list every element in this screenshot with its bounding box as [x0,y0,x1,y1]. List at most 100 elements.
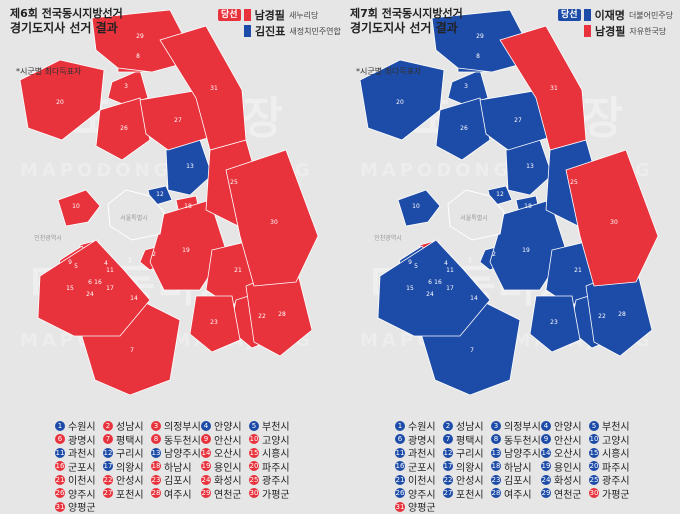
gyeonggi-map: 1234567891011121314151617181920212223242… [359,9,659,396]
region-number: 26 [460,125,468,132]
municipality-number: 25 [249,474,259,485]
municipality-name: 평택시 [456,435,484,447]
municipality-legend-item: 9 안산시 [201,432,242,447]
municipality-legend-item: 2 성남시 [103,418,144,433]
municipality-legend-item: 1 수원시 [395,418,436,433]
region-number: 21 [574,267,582,274]
municipality-legend-item: 12 구리시 [443,445,484,460]
municipality-number: 12 [443,447,453,458]
note-text: *시군별 최다득표자 [16,67,82,76]
region-number: 1 [128,257,132,264]
municipality-name: 과천시 [408,449,436,460]
seoul-label: 서울특별시 [460,214,488,222]
municipality-legend-item: 11 과천시 [395,445,436,460]
region-number: 7 [130,347,134,354]
region-number: 18 [184,203,192,210]
municipality-number: 27 [443,488,453,498]
municipality-number: 3 [151,420,161,431]
municipality-name: 구리시 [116,449,144,460]
municipality-name: 의왕시 [116,462,144,474]
municipality-name: 동두천시 [164,435,201,447]
region-27 [139,89,215,151]
municipality-number: 5 [249,420,259,431]
party-color-swatch [243,9,251,21]
municipality-name: 광주시 [262,476,290,487]
region-number: 20 [56,99,64,106]
region-number: 3 [124,83,128,90]
title-line1: 제7회 전국동시지방선거 [350,7,463,20]
region-number: 28 [278,311,286,318]
municipality-name: 동두천시 [504,435,541,447]
municipality-number: 6 [55,434,65,444]
region-number: 20 [396,99,404,106]
region-27 [479,89,555,151]
candidate-row: 김진표 새정치민주연합 [218,24,341,38]
municipality-legend-item: 5 부천시 [249,418,290,433]
region-number: 24 [86,291,94,298]
municipality-name: 가평군 [602,489,630,501]
municipality-name: 파주시 [262,462,290,474]
municipality-name: 의정부시 [164,422,201,433]
municipality-number: 15 [589,447,599,458]
region-26 [435,97,491,161]
region-number: 9 [408,259,412,266]
municipality-number: 7 [443,434,453,444]
municipality-legend-item: 21 이천시 [55,472,96,487]
region-24 [377,239,491,337]
municipality-legend-item: 26 양주시 [55,486,96,501]
candidate-name: 이재명 [594,9,625,22]
municipality-name: 시흥시 [602,449,630,460]
municipality-legend-item: 18 하남시 [491,459,532,474]
region-number: 9 [68,259,72,266]
gyeonggi-map: 1234567891011121314151617181920212223242… [19,9,319,396]
municipality-legend-item: 16 군포시 [55,459,96,474]
candidate-name: 남경필 [595,25,626,38]
municipality-number: 15 [249,447,259,458]
municipality-number: 14 [541,447,551,458]
region-number: 25 [570,179,578,186]
municipality-number: 1 [395,420,405,431]
municipality-legend-item: 20 파주시 [589,459,630,474]
municipality-name: 하남시 [504,462,532,474]
municipality-number: 2 [103,420,113,431]
region-number: 11 [446,267,454,274]
municipality-legend-item: 15 시흥시 [589,445,630,460]
municipality-legend-item: 13 남양주시 [151,445,201,460]
candidate-row: 남경필 자유한국당 [558,24,673,38]
municipality-number: 26 [395,488,405,498]
candidate-legend: 당선 남경필 새누리당 김진표 새정치민주연합 [218,8,341,40]
municipality-number: 18 [491,461,501,471]
municipality-legend-item: 22 안성시 [443,472,484,487]
municipality-name: 여주시 [164,489,192,501]
title-line2: 경기도지사 선거 결과 [350,21,458,35]
municipality-legend-item: 23 김포시 [151,472,192,487]
panel-title: 제6회 전국동시지방선거 경기도지사 선거 결과 [10,6,123,36]
region-number: 28 [618,311,626,318]
candidate-name: 김진표 [255,25,286,38]
region-number: 6 [428,279,432,286]
region-number: 30 [610,219,618,226]
region-number: 29 [136,33,144,40]
municipality-legend-item: 19 용인시 [201,459,242,474]
region-number: 11 [106,267,114,274]
municipality-name: 성남시 [116,422,144,433]
municipality-number: 9 [541,434,551,444]
municipality-legend-item: 8 동두천시 [491,432,541,447]
municipality-number: 11 [55,447,65,458]
municipality-name: 화성시 [554,476,582,487]
municipality-name: 과천시 [68,449,96,460]
region-number: 23 [550,319,558,326]
municipality-number: 26 [55,488,65,498]
municipality-number: 17 [443,461,453,471]
municipality-legend-item: 29 연천군 [201,486,242,501]
winner-badge: 당선 [558,9,581,21]
municipality-number: 30 [589,488,599,498]
municipality-number: 14 [201,447,211,458]
municipality-number: 19 [201,461,211,471]
municipality-name: 양주시 [408,489,436,501]
municipality-name: 부천시 [602,422,630,433]
municipality-legend-item: 1 수원시 [55,418,96,433]
region-number: 14 [130,295,138,302]
municipality-name: 포천시 [456,489,484,501]
municipality-name: 안양시 [214,422,242,433]
